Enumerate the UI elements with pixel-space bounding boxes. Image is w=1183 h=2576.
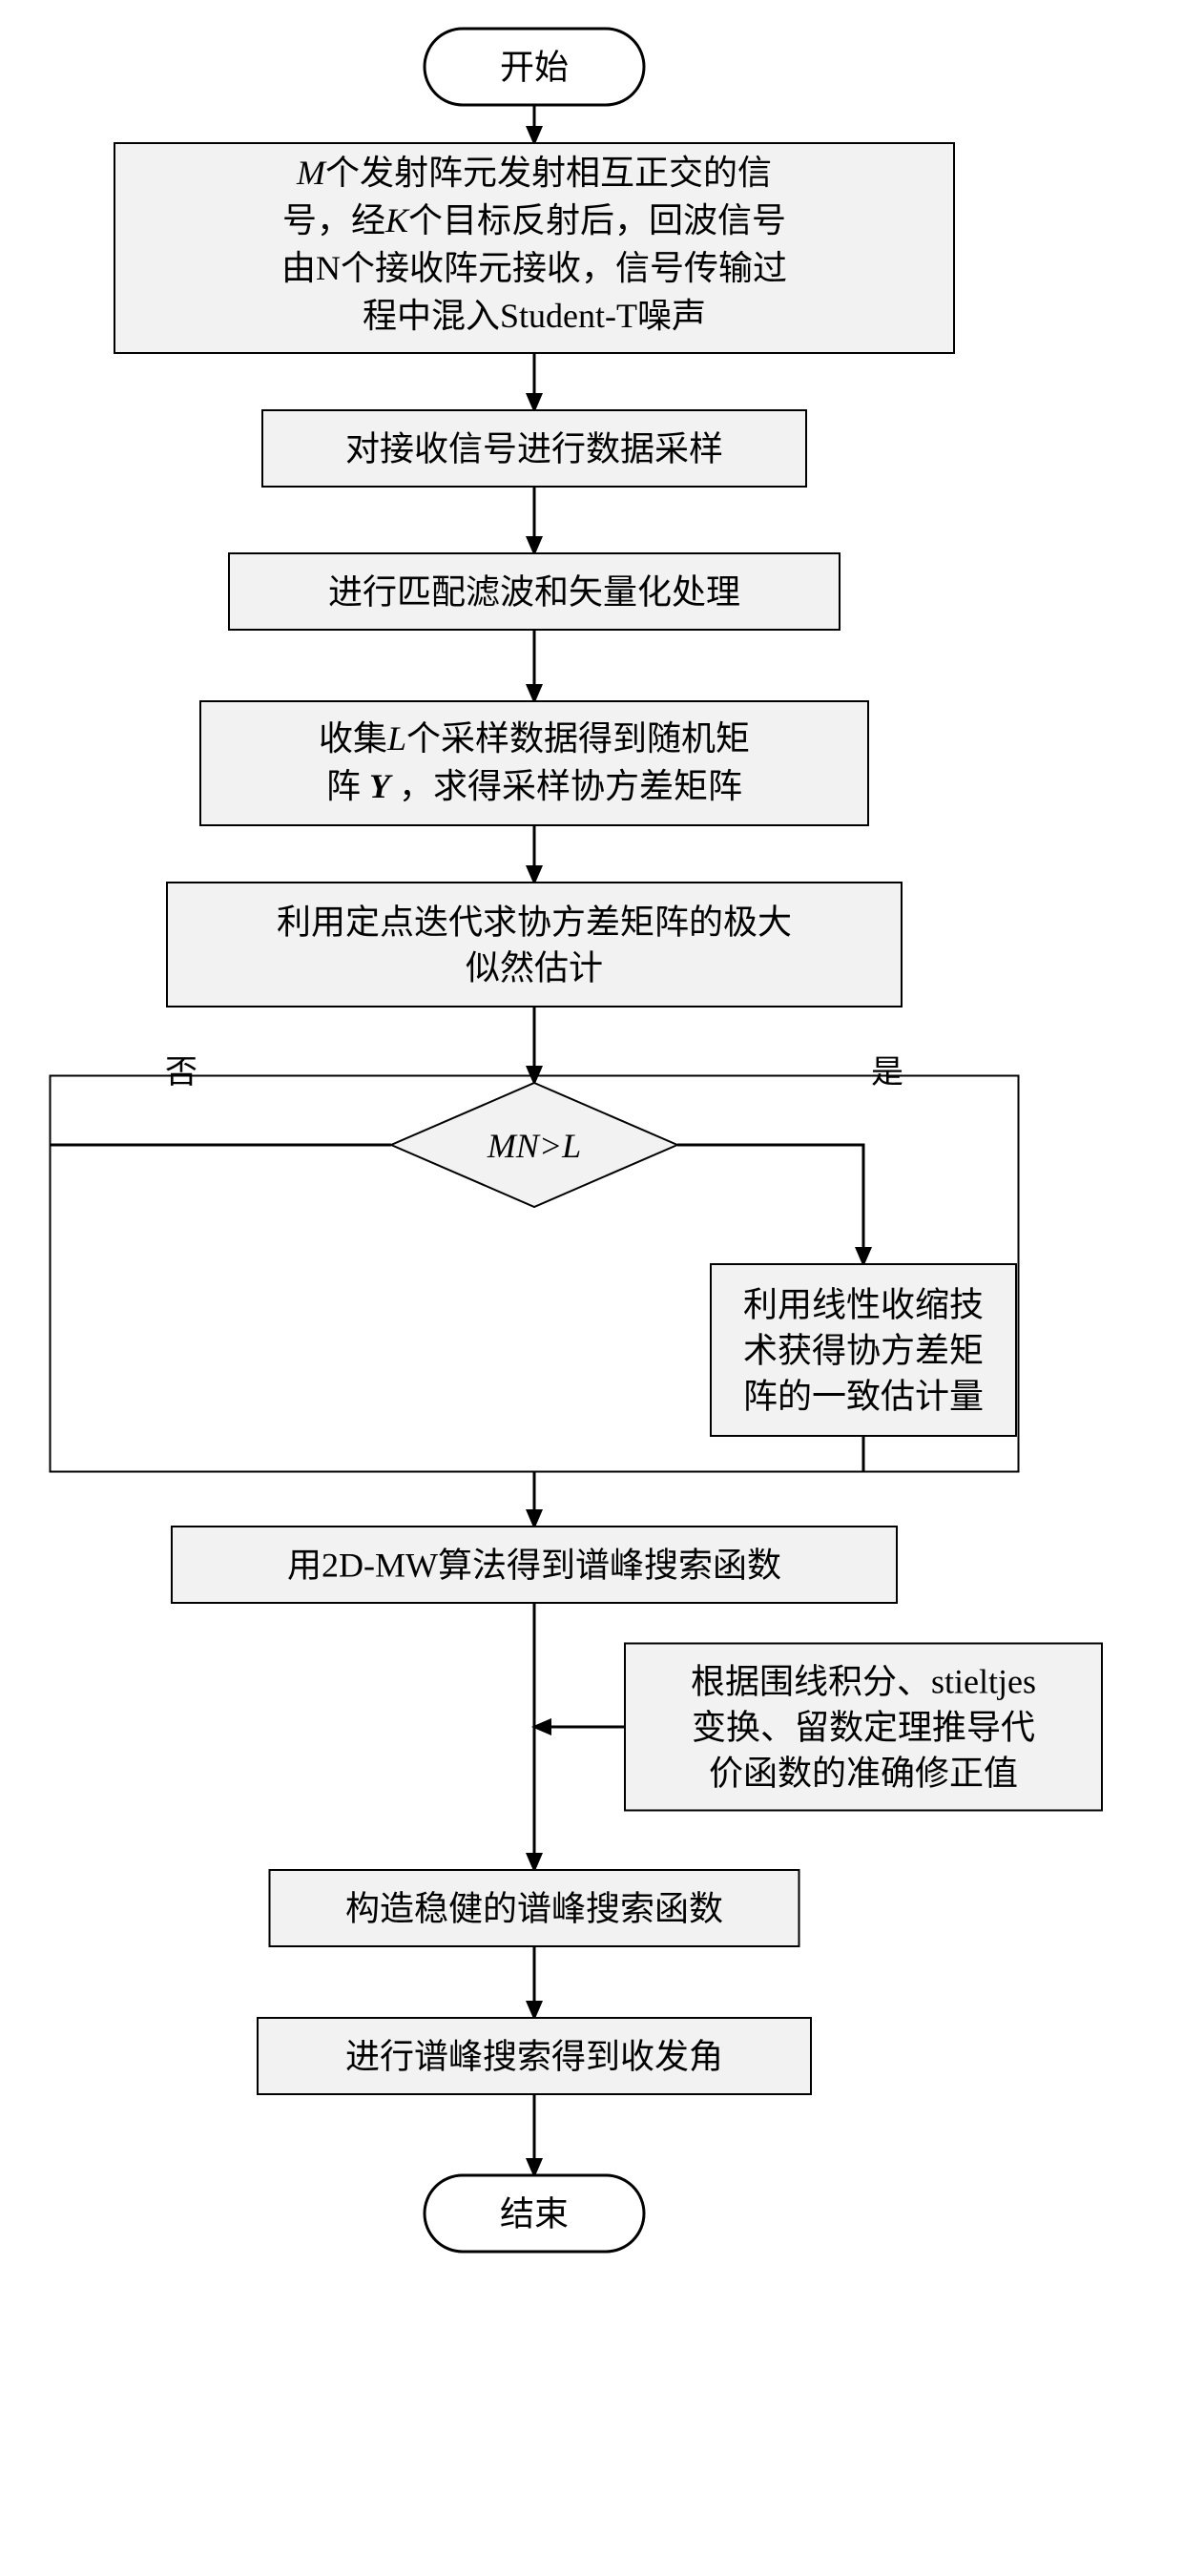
node-text: 似然估计 bbox=[466, 948, 603, 987]
node-text: 进行谱峰搜索得到收发角 bbox=[345, 2037, 723, 2075]
node-text: 开始 bbox=[500, 48, 569, 86]
node-end: 结束 bbox=[425, 2175, 644, 2252]
node-text: 根据围线积分、stieltjes bbox=[691, 1662, 1036, 1700]
node-text: 价函数的准确修正值 bbox=[709, 1754, 1018, 1792]
node-rich-text: 程中混入Student-T噪声 bbox=[363, 297, 706, 335]
node-p6: 利用线性收缩技术获得协方差矩阵的一致估计量 bbox=[711, 1264, 1016, 1436]
node-p9: 构造稳健的谱峰搜索函数 bbox=[270, 1870, 799, 1946]
node-rich-text: 收集L个采样数据得到随机矩 bbox=[319, 719, 750, 758]
node-p10: 进行谱峰搜索得到收发角 bbox=[258, 2018, 811, 2094]
flowchart-diagram: 开始对接收信号进行数据采样进行匹配滤波和矢量化处理利用定点迭代求协方差矩阵的极大… bbox=[0, 0, 1183, 2576]
node-p3: 进行匹配滤波和矢量化处理 bbox=[229, 553, 840, 630]
node-text: 用2D-MW算法得到谱峰搜索函数 bbox=[287, 1546, 781, 1584]
node-p7: 用2D-MW算法得到谱峰搜索函数 bbox=[172, 1527, 897, 1603]
node-p2: 对接收信号进行数据采样 bbox=[262, 410, 806, 487]
node-p5: 利用定点迭代求协方差矩阵的极大似然估计 bbox=[167, 883, 902, 1007]
node-rich-text: 号，经K个目标反射后，回波信号 bbox=[282, 201, 786, 239]
node-rich-text: M个发射阵元发射相互正交的信 bbox=[296, 154, 772, 192]
node-text: 变换、留数定理推导代 bbox=[692, 1708, 1035, 1746]
node-rich-text: MN>L bbox=[487, 1127, 581, 1165]
node-text: 阵的一致估计量 bbox=[743, 1377, 984, 1415]
branch-label: 否 bbox=[165, 1055, 197, 1091]
node-text: 利用定点迭代求协方差矩阵的极大 bbox=[277, 903, 792, 941]
node-text: 利用线性收缩技 bbox=[743, 1285, 984, 1323]
branch-label: 是 bbox=[871, 1055, 903, 1091]
node-text: 构造稳健的谱峰搜索函数 bbox=[345, 1889, 723, 1927]
node-rich-text: 由N个接收阵元接收，信号传输过 bbox=[281, 249, 787, 287]
node-text: 结束 bbox=[500, 2194, 569, 2233]
node-start: 开始 bbox=[425, 29, 644, 105]
edge bbox=[677, 1145, 863, 1264]
node-text: 术获得协方差矩 bbox=[743, 1331, 984, 1369]
node-text: 进行匹配滤波和矢量化处理 bbox=[328, 572, 740, 611]
node-rich-text: 阵 Y ，求得采样协方差矩阵 bbox=[326, 767, 742, 805]
node-text: 对接收信号进行数据采样 bbox=[345, 429, 723, 467]
node-p8: 根据围线积分、stieltjes 变换、留数定理推导代价函数的准确修正值 bbox=[625, 1644, 1102, 1811]
